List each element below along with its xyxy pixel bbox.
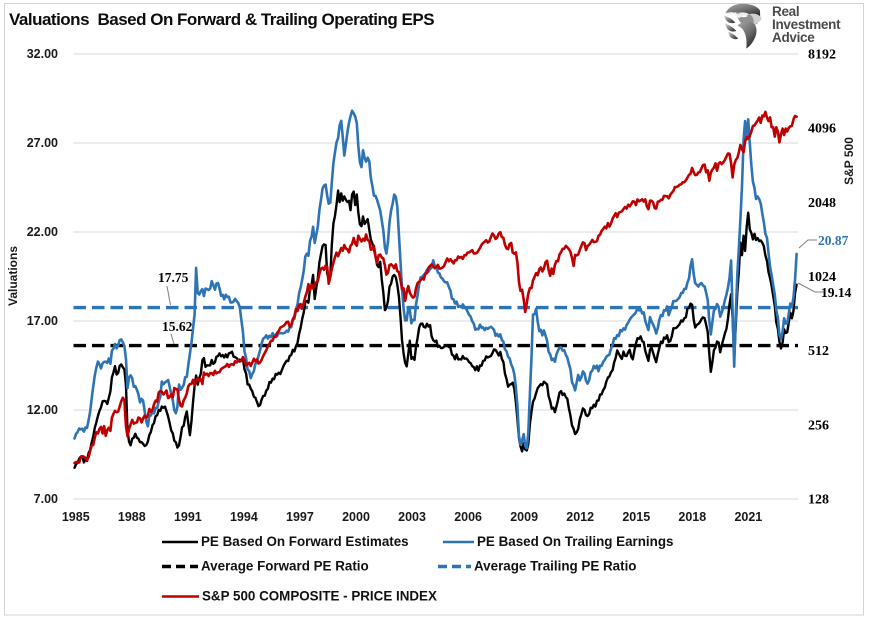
svg-text:2006: 2006 <box>454 510 482 524</box>
svg-text:1991: 1991 <box>174 510 202 524</box>
svg-text:Average Trailing PE Ratio: Average Trailing PE Ratio <box>474 559 636 574</box>
svg-text:1985: 1985 <box>62 510 90 524</box>
svg-text:PE Based On Forward Estimates: PE Based On Forward Estimates <box>201 534 409 549</box>
svg-text:22.00: 22.00 <box>27 225 58 239</box>
svg-text:1997: 1997 <box>286 510 314 524</box>
svg-text:27.00: 27.00 <box>27 136 58 150</box>
svg-text:PE Based On Trailing Earnings: PE Based On Trailing Earnings <box>477 534 673 549</box>
svg-text:7.00: 7.00 <box>34 492 58 506</box>
svg-text:2048: 2048 <box>808 196 836 211</box>
svg-text:Valuations Based On Forward &: Valuations Based On Forward & Trailing O… <box>9 10 434 29</box>
svg-text:4096: 4096 <box>808 122 836 137</box>
svg-text:32.00: 32.00 <box>27 47 58 61</box>
svg-text:2009: 2009 <box>510 510 538 524</box>
svg-text:20.87: 20.87 <box>818 233 849 248</box>
svg-text:1988: 1988 <box>118 510 146 524</box>
svg-text:1024: 1024 <box>808 270 836 285</box>
svg-text:Investment: Investment <box>772 17 841 32</box>
svg-text:2012: 2012 <box>566 510 594 524</box>
svg-text:Advice: Advice <box>772 30 815 45</box>
svg-text:Valuations: Valuations <box>6 246 20 306</box>
svg-text:2015: 2015 <box>622 510 650 524</box>
svg-text:S&P 500: S&P 500 <box>842 137 856 185</box>
svg-text:128: 128 <box>808 493 829 508</box>
svg-text:17.75: 17.75 <box>158 270 189 285</box>
svg-text:12.00: 12.00 <box>27 403 58 417</box>
svg-text:2018: 2018 <box>678 510 706 524</box>
svg-text:15.62: 15.62 <box>162 319 193 334</box>
svg-text:17.00: 17.00 <box>27 314 58 328</box>
svg-text:19.14: 19.14 <box>821 285 852 300</box>
svg-text:512: 512 <box>808 344 829 359</box>
svg-text:Average Forward PE Ratio: Average Forward PE Ratio <box>201 559 369 574</box>
svg-text:S&P 500 COMPOSITE - PRICE INDE: S&P 500 COMPOSITE - PRICE INDEX <box>202 589 437 604</box>
svg-text:8192: 8192 <box>808 48 836 63</box>
svg-text:256: 256 <box>808 418 829 433</box>
svg-text:2000: 2000 <box>342 510 370 524</box>
svg-text:1994: 1994 <box>230 510 258 524</box>
svg-text:2003: 2003 <box>398 510 426 524</box>
svg-text:2021: 2021 <box>734 510 762 524</box>
svg-text:Real: Real <box>772 4 799 19</box>
